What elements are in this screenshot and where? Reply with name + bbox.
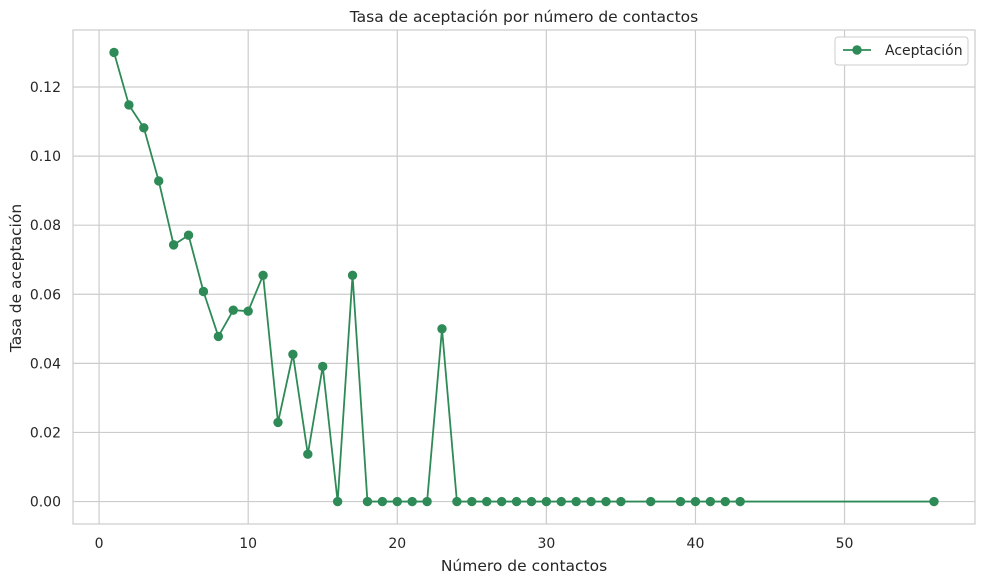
data-point (109, 47, 119, 58)
y-tick-label: 0.02 (30, 425, 61, 441)
data-point (258, 270, 268, 280)
data-point (228, 305, 238, 315)
x-tick-label: 20 (388, 536, 406, 552)
data-point (720, 496, 730, 507)
y-tick-label: 0.00 (30, 495, 61, 511)
x-tick-label: 10 (239, 536, 257, 552)
data-point (705, 496, 716, 507)
data-point (362, 496, 373, 507)
data-point (586, 496, 596, 507)
data-point (288, 349, 298, 360)
x-tick-label: 40 (687, 536, 705, 552)
data-point (526, 496, 537, 507)
chart-title: Tasa de aceptación por número de contact… (349, 8, 698, 26)
data-point (467, 496, 477, 507)
data-point (482, 496, 492, 507)
series-layer (109, 47, 939, 507)
data-point (511, 496, 522, 507)
data-point (452, 496, 462, 507)
data-point (154, 176, 164, 186)
x-tick-label: 30 (537, 536, 555, 552)
x-tick-label: 0 (95, 536, 104, 552)
data-point (556, 496, 566, 507)
data-point (735, 496, 745, 507)
data-point (168, 240, 179, 250)
data-point (646, 496, 656, 507)
plot-border (72, 29, 976, 525)
data-point (496, 496, 507, 507)
data-point (616, 496, 626, 507)
y-tick-label: 0.04 (30, 356, 61, 372)
data-point (675, 496, 686, 507)
x-tick-label: 50 (836, 536, 854, 552)
legend-box (834, 36, 969, 66)
data-point (407, 496, 417, 507)
legend-marker (852, 45, 862, 55)
data-point (243, 306, 253, 316)
data-point (571, 496, 581, 507)
axis-ticks: 0 10 20 30 40 50 0.00 0.02 0.04 0.06 0.08 0.10 0.12 (30, 80, 854, 552)
data-point (273, 417, 283, 428)
data-point (601, 496, 611, 507)
data-point (213, 331, 224, 342)
data-point (437, 324, 447, 334)
series-line (113, 52, 934, 503)
data-point (690, 496, 701, 507)
y-tick-label: 0.08 (30, 218, 61, 234)
data-point (541, 496, 552, 507)
x-axis-label: Número de contactos (441, 557, 607, 575)
legend-label: Aceptación (885, 43, 963, 59)
y-axis-label: Tasa de aceptación (7, 204, 25, 353)
grid (73, 30, 975, 524)
data-point (183, 230, 194, 240)
data-point (124, 100, 134, 110)
y-tick-label: 0.06 (30, 287, 61, 303)
data-point (377, 496, 388, 507)
data-point (392, 496, 402, 507)
data-point (303, 449, 313, 459)
data-point (347, 270, 358, 280)
legend: Aceptación (834, 36, 969, 66)
data-point (139, 123, 149, 133)
y-tick-label: 0.12 (30, 80, 61, 96)
data-point (422, 496, 432, 507)
data-point (318, 361, 328, 372)
data-point (332, 496, 343, 507)
data-point (929, 496, 939, 507)
data-point (198, 286, 209, 297)
y-tick-label: 0.10 (30, 149, 61, 165)
plot-area (73, 30, 975, 524)
